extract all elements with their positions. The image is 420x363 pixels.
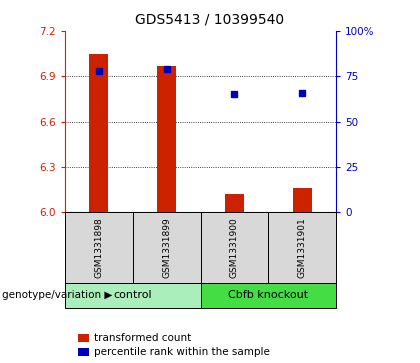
Bar [293,188,312,212]
Text: transformed count: transformed count [94,333,192,343]
Text: Cbfb knockout: Cbfb knockout [228,290,308,301]
Text: genotype/variation ▶: genotype/variation ▶ [2,290,113,301]
Text: GSM1331901: GSM1331901 [298,217,307,278]
Text: control: control [113,290,152,301]
Bar [225,194,244,212]
Text: percentile rank within the sample: percentile rank within the sample [94,347,270,357]
Text: GSM1331900: GSM1331900 [230,217,239,278]
Text: GDS5413 / 10399540: GDS5413 / 10399540 [135,13,285,27]
Text: GSM1331899: GSM1331899 [162,217,171,278]
Text: GSM1331898: GSM1331898 [94,217,103,278]
Bar [157,66,176,212]
Bar [89,54,108,212]
